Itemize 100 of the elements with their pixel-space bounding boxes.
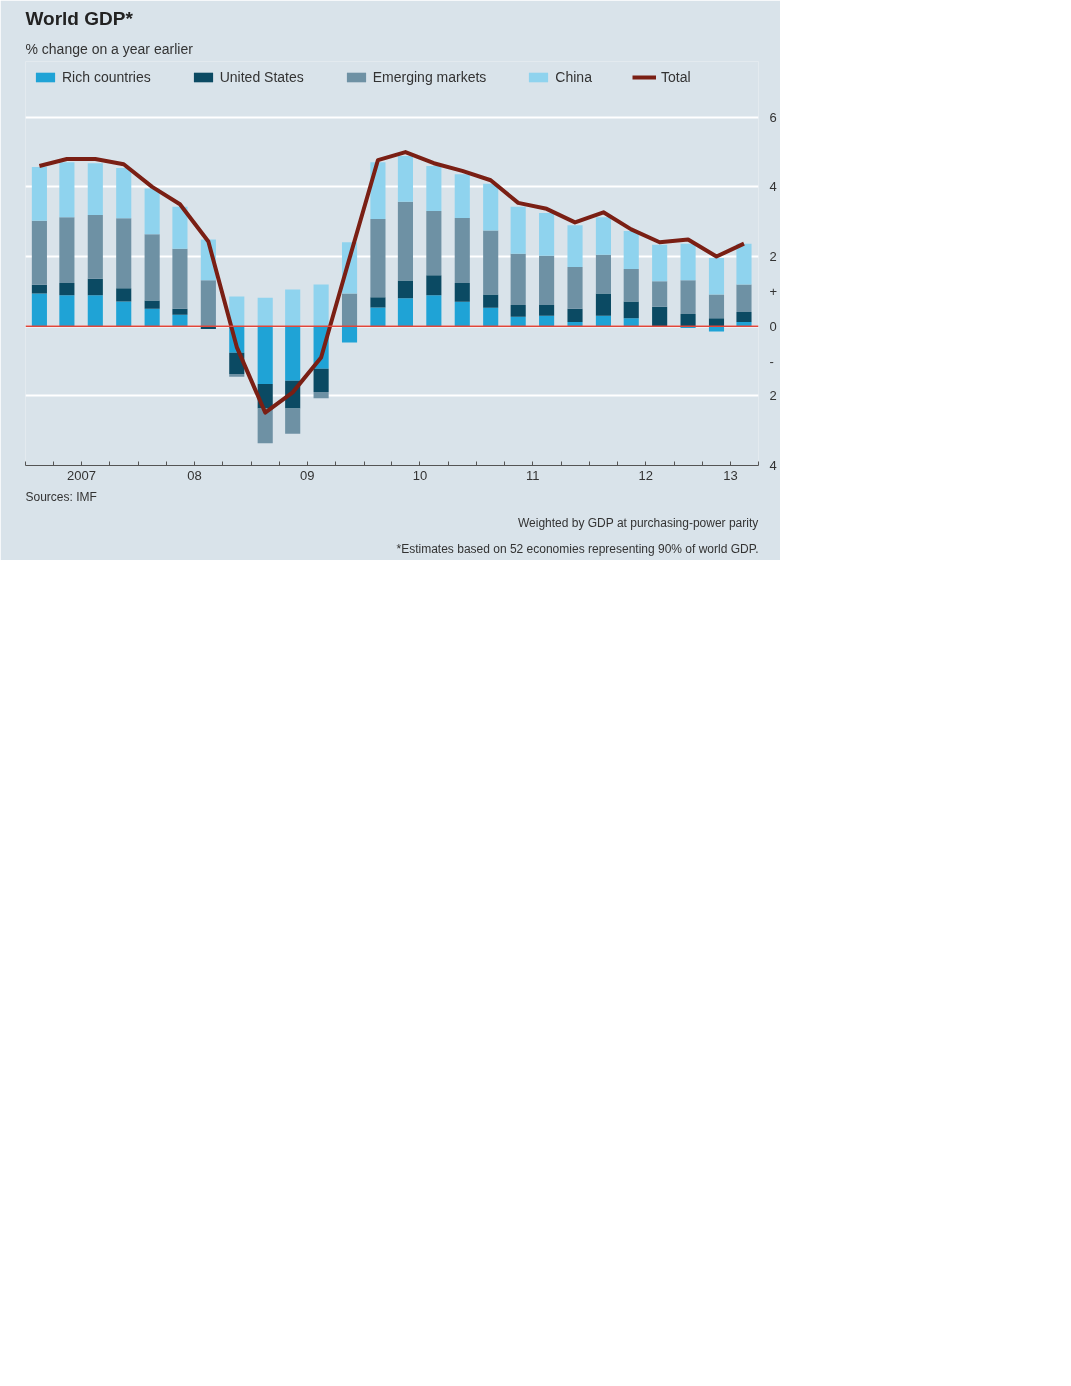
legend-label: United States (219, 69, 304, 85)
bar (623, 231, 639, 270)
bar (454, 217, 470, 283)
bar (454, 174, 470, 218)
x-tick-label: 08 (187, 467, 202, 483)
chart-title: World GDP* (25, 7, 134, 29)
bar (229, 373, 245, 377)
bar (736, 311, 752, 323)
bar (144, 234, 160, 301)
bar (539, 255, 555, 305)
bar (567, 225, 583, 267)
bar (736, 284, 752, 312)
bar (285, 408, 301, 434)
y-tick-label: 6 (769, 109, 777, 125)
bar (59, 162, 75, 218)
bar (483, 183, 499, 231)
bar (59, 283, 75, 296)
bar (708, 257, 725, 295)
bar (483, 230, 499, 295)
bar (313, 368, 329, 393)
y-tick-label: 2 (769, 249, 777, 265)
y-tick-label: 4 (769, 179, 777, 195)
bar (31, 220, 47, 285)
bar (285, 289, 301, 327)
bar (708, 294, 725, 319)
x-tick-label: 12 (638, 467, 653, 483)
bar (59, 295, 75, 327)
bar (426, 165, 442, 211)
bar (370, 218, 386, 298)
bar (341, 293, 358, 327)
bar (397, 280, 413, 299)
bar (31, 293, 47, 327)
chart-subtitle: % change on a year earlier (25, 40, 194, 57)
bar (257, 326, 273, 384)
bar (172, 248, 188, 309)
bar (341, 326, 358, 343)
bar (172, 308, 188, 315)
text: Weighted by GDP at purchasing-power parity (517, 515, 759, 530)
y-tick-label: 0 (769, 318, 777, 334)
bar (144, 188, 160, 235)
bar (595, 254, 611, 294)
bar (116, 288, 132, 302)
bar (285, 326, 301, 381)
bar (623, 269, 639, 302)
bar (510, 253, 526, 305)
bar (539, 304, 555, 316)
bar (595, 217, 611, 255)
bar (680, 280, 696, 314)
bar (370, 297, 386, 308)
y-tick-label: 2 (769, 388, 777, 404)
bar (116, 218, 132, 289)
bar (454, 283, 470, 302)
bar (87, 295, 103, 327)
x-tick-label: 10 (412, 467, 428, 483)
source-note: Sources: IMF (25, 489, 97, 504)
bar (257, 408, 273, 444)
y-tick-label: - (769, 353, 774, 369)
bar (426, 295, 442, 327)
bar (680, 314, 696, 327)
text: *Estimates based on 52 economies representing 90% of world GDP. (396, 541, 759, 556)
line-series (37, 150, 746, 415)
bar (59, 217, 75, 283)
bar (680, 243, 696, 281)
bar (397, 155, 413, 202)
bar (144, 308, 160, 327)
bar (87, 163, 103, 216)
bar (652, 306, 668, 327)
legend-label: China (555, 69, 592, 85)
bar (652, 281, 668, 307)
bar (397, 201, 413, 281)
bar (623, 301, 639, 319)
bar (116, 301, 132, 327)
bar (87, 215, 103, 279)
bar (87, 278, 103, 296)
bar (426, 210, 442, 276)
bar (454, 301, 470, 327)
y-tick-label: 4 (769, 458, 777, 473)
bar (144, 300, 160, 309)
y-tick-label: + (769, 283, 778, 299)
bar (31, 167, 47, 221)
bar (595, 293, 611, 316)
bar (370, 307, 386, 327)
legend-label: Emerging markets (372, 69, 487, 85)
x-tick-label: 13 (723, 467, 738, 483)
bar (483, 294, 499, 308)
bar (397, 298, 413, 327)
x-tick-label: 09 (299, 467, 315, 483)
bar (567, 308, 583, 323)
bar (652, 244, 668, 282)
bar (510, 206, 526, 254)
bar (31, 284, 47, 294)
legend-label: Rich countries (62, 69, 151, 85)
bar (313, 392, 329, 399)
bar (426, 275, 442, 296)
x-tick-label: 11 (525, 467, 540, 483)
bar (510, 304, 526, 317)
bar (200, 280, 216, 327)
x-tick-label: 2007 (66, 467, 96, 483)
bar (736, 243, 752, 285)
bar (172, 314, 188, 327)
